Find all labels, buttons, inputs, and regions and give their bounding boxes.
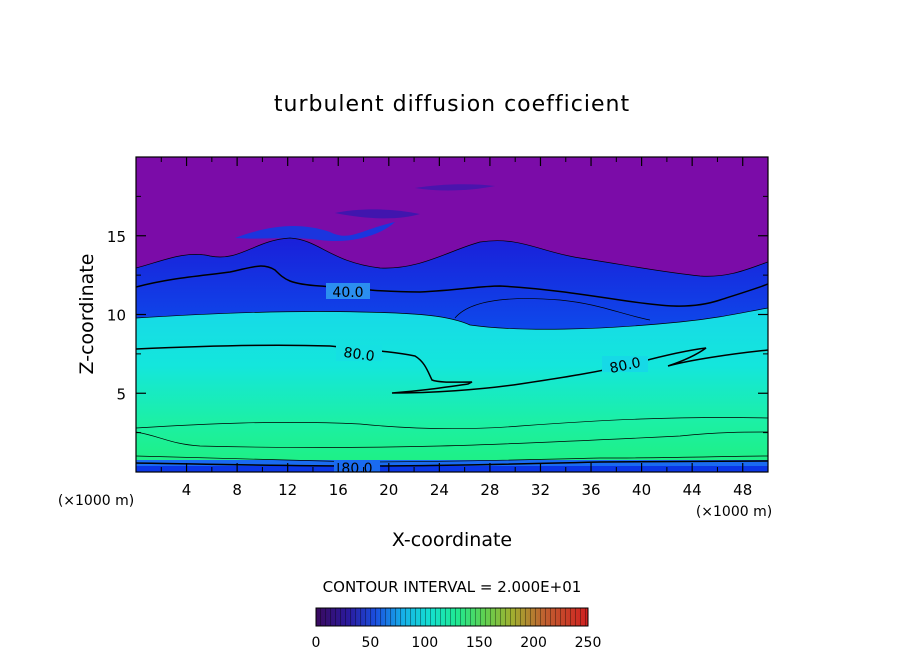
y-axis-ticks: 5 10 15 xyxy=(107,195,768,434)
x-tick-label: 24 xyxy=(430,481,449,499)
chart-title: turbulent diffusion coefficient xyxy=(274,92,630,117)
x-tick-label: 8 xyxy=(232,481,242,499)
plot-area: 40.0 80.0 80.0 80.0 xyxy=(136,157,768,477)
x-tick-label: 28 xyxy=(480,481,499,499)
x-tick-label: 40 xyxy=(632,481,651,499)
y-tick-label: 10 xyxy=(107,307,126,325)
colorbar-tick-label: 250 xyxy=(575,635,602,651)
y-tick-label: 15 xyxy=(107,228,126,246)
x-units-right: (×1000 m) xyxy=(696,504,772,520)
color-bar-tick-labels: 0 50 100 150 200 250 xyxy=(312,635,602,651)
colorbar-tick-label: 200 xyxy=(520,635,547,651)
contour-label-80-right: 80.0 xyxy=(608,355,642,377)
thin-contours xyxy=(136,237,768,463)
colorbar-tick-label: 50 xyxy=(361,635,379,651)
x-axis-ticks: 4 8 12 16 20 24 28 32 36 40 44 48 xyxy=(160,157,752,499)
top-wisp xyxy=(415,184,495,191)
x-tick-label: 48 xyxy=(733,481,752,499)
x-tick-label: 32 xyxy=(531,481,550,499)
y-axis-label: Z-coordinate xyxy=(76,254,98,375)
contour-interval-label: CONTOUR INTERVAL = 2.000E+01 xyxy=(323,578,582,596)
x-tick-label: 16 xyxy=(329,481,348,499)
x-units-left: (×1000 m) xyxy=(58,493,134,509)
x-tick-label: 20 xyxy=(379,481,398,499)
x-tick-label: 44 xyxy=(683,481,702,499)
lower-field xyxy=(136,308,768,472)
contour-label-group: 40.0 80.0 80.0 80.0 xyxy=(326,283,648,477)
contour-label-40: 40.0 xyxy=(332,285,363,301)
blue-wisp xyxy=(235,222,395,242)
x-axis-label: X-coordinate xyxy=(392,529,512,551)
color-bar xyxy=(315,607,589,627)
colorbar-tick-label: 100 xyxy=(411,635,438,651)
upper-wisp xyxy=(335,209,420,219)
x-tick-label: 12 xyxy=(278,481,297,499)
surface-bottom xyxy=(136,466,768,472)
colorbar-tick-label: 0 xyxy=(312,635,321,651)
colorbar-tick-label: 150 xyxy=(466,635,493,651)
x-tick-label: 36 xyxy=(581,481,600,499)
contour-label-80-left: 80.0 xyxy=(342,345,375,365)
x-tick-label: 4 xyxy=(182,481,192,499)
contour-label-80-bottom: 80.0 xyxy=(341,461,372,477)
y-tick-label: 5 xyxy=(116,385,126,403)
